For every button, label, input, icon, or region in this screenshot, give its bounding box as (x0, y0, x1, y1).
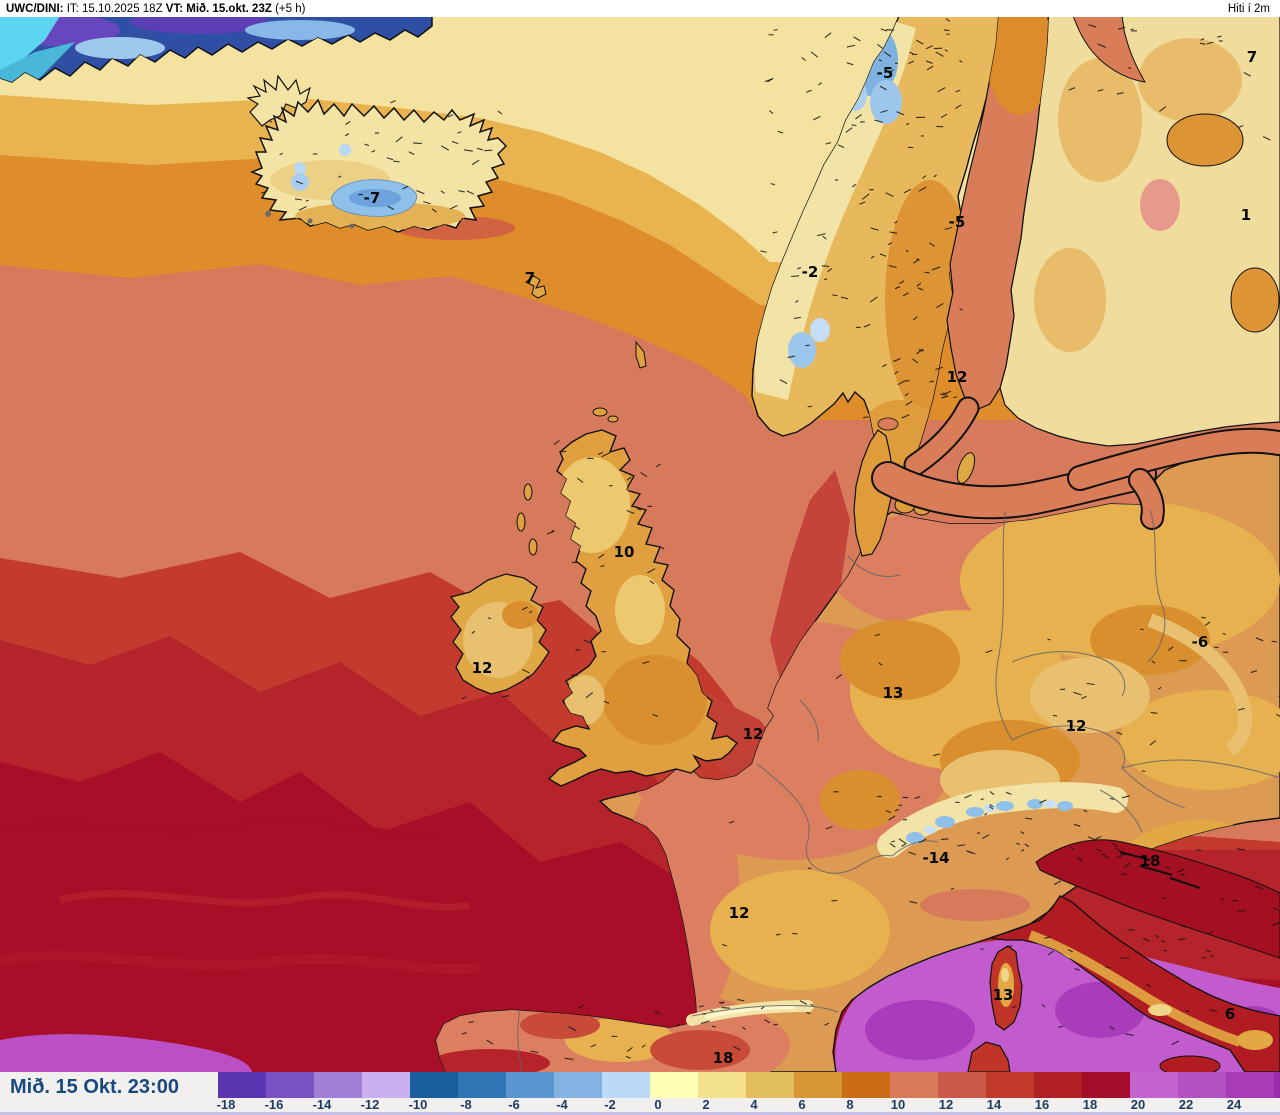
colorbar-tick-label: -14 (312, 1097, 332, 1112)
colorbar-tick-label: -18 (216, 1097, 236, 1112)
temperature-labels: -5 7 -7 -5 -2 7 1 12 10 -6 12 13 12 12 -14 18 12 13 6 18 (364, 48, 1258, 1067)
colorbar-block (938, 1072, 986, 1098)
map-temp-label: 12 (472, 659, 493, 677)
colorbar-block (746, 1072, 794, 1098)
map-temp-label: -6 (1192, 633, 1209, 651)
colorbar-block (266, 1072, 314, 1098)
faroe-islands (525, 275, 547, 299)
colorbar-block (602, 1072, 650, 1098)
colorbar-tick-label: -2 (604, 1097, 616, 1112)
colorbar-tick-label: 24 (1226, 1097, 1242, 1112)
colorbar-block (698, 1072, 746, 1098)
colorbar-tick-label: 14 (986, 1097, 1002, 1112)
model-id: UWC/DINI: (6, 2, 64, 15)
colorbar-block (410, 1072, 458, 1098)
colorbar-tick-label: -8 (460, 1097, 472, 1112)
map-temp-label: 6 (1225, 1005, 1235, 1023)
map-temp-label: 10 (614, 543, 635, 561)
map-temp-label: -14 (922, 849, 949, 867)
parameter-label: Hiti í 2m (1227, 2, 1270, 15)
colorbar-tick-label: 18 (1082, 1097, 1098, 1112)
map-temp-label: -2 (802, 263, 819, 281)
colorbar-block (890, 1072, 938, 1098)
greenland (0, 0, 433, 83)
colorbar-block (218, 1072, 266, 1098)
colorbar-block (986, 1072, 1034, 1098)
map-temp-label: -5 (949, 213, 966, 231)
map-temp-label: 12 (743, 725, 764, 743)
colorbar-tick-label: 22 (1178, 1097, 1194, 1112)
map-temp-label: 13 (883, 684, 904, 702)
map-temp-label: 7 (1247, 48, 1257, 66)
map-temp-label: 18 (1140, 852, 1161, 870)
map-temp-label: -5 (877, 64, 894, 82)
header-bar: UWC/DINI: IT: 15.10.2025 18Z VT: Mið. 15… (0, 0, 1280, 17)
colorbar-tick-label: 12 (938, 1097, 954, 1112)
colorbar-tick-label: -4 (556, 1097, 568, 1112)
iceland (246, 74, 507, 233)
colorbar-tick-label: -12 (360, 1097, 380, 1112)
colorbar-tick-label: 0 (654, 1097, 662, 1112)
colorbar-block (362, 1072, 410, 1098)
colorbar-block (1034, 1072, 1082, 1098)
adriatic-sea (1035, 839, 1280, 959)
map-temp-label: 13 (993, 986, 1014, 1004)
gotland (956, 452, 976, 484)
colorbar-tick-label: -10 (408, 1097, 428, 1112)
map-area: -5 7 -7 -5 -2 7 1 12 10 -6 12 13 12 12 -14 18 12 13 6 18 (0, 0, 1280, 1077)
country-borders (517, 509, 1280, 1071)
colorbar-tick-label: 10 (890, 1097, 906, 1112)
colorbar-block (1178, 1072, 1226, 1098)
map-temp-label: -7 (364, 189, 381, 207)
map-temp-label: 7 (525, 269, 535, 287)
footer-bar: Mið. 15 Okt. 23:00 -18 -16 -14 -12 -10 -8 -6 -4… (0, 1072, 1280, 1115)
corsica (989, 945, 1023, 1031)
colorbar-block (1274, 1072, 1280, 1098)
colorbar-block (506, 1072, 554, 1098)
map-temp-label: 1 (1241, 206, 1251, 224)
colorbar-block (1130, 1072, 1178, 1098)
temperature-map: -5 7 -7 -5 -2 7 1 12 10 -6 12 13 12 12 -14 18 12 13 6 18 (0, 0, 1280, 1077)
valid-datetime-label: Mið. 15 Okt. 23:00 (10, 1076, 179, 1098)
colorbar-block (458, 1072, 506, 1098)
run-info: UWC/DINI: IT: 15.10.2025 18Z VT: Mið. 15… (6, 2, 306, 15)
colorbar-tick-label: 20 (1130, 1097, 1146, 1112)
colorbar-tick-label: 6 (798, 1097, 806, 1112)
colorbar-block (650, 1072, 698, 1098)
map-temp-label: 12 (947, 368, 968, 386)
colorbar-tick-label: 4 (750, 1097, 758, 1112)
colorbar-block (554, 1072, 602, 1098)
colorbar-tick-label: -6 (508, 1097, 520, 1112)
map-temp-label: 12 (729, 904, 750, 922)
shetland (635, 340, 647, 369)
colorbar-tick-label: 16 (1034, 1097, 1050, 1112)
colorbar-tick-label: -16 (264, 1097, 284, 1112)
colorbar-block (1082, 1072, 1130, 1098)
valid-time: VT: Mið. 15.okt. 23Z (165, 2, 272, 15)
terrain-hatching (260, 18, 1280, 1060)
alps (877, 782, 1128, 858)
colorbar-tick-label: 8 (846, 1097, 854, 1112)
colorbar-block (314, 1072, 362, 1098)
colorbar-block (1226, 1072, 1274, 1098)
colorbar-block (794, 1072, 842, 1098)
map-temp-label: 12 (1066, 717, 1087, 735)
colorbar-block (842, 1072, 890, 1098)
map-temp-label: 18 (713, 1049, 734, 1067)
colorbar-tick-label: 2 (702, 1097, 710, 1112)
